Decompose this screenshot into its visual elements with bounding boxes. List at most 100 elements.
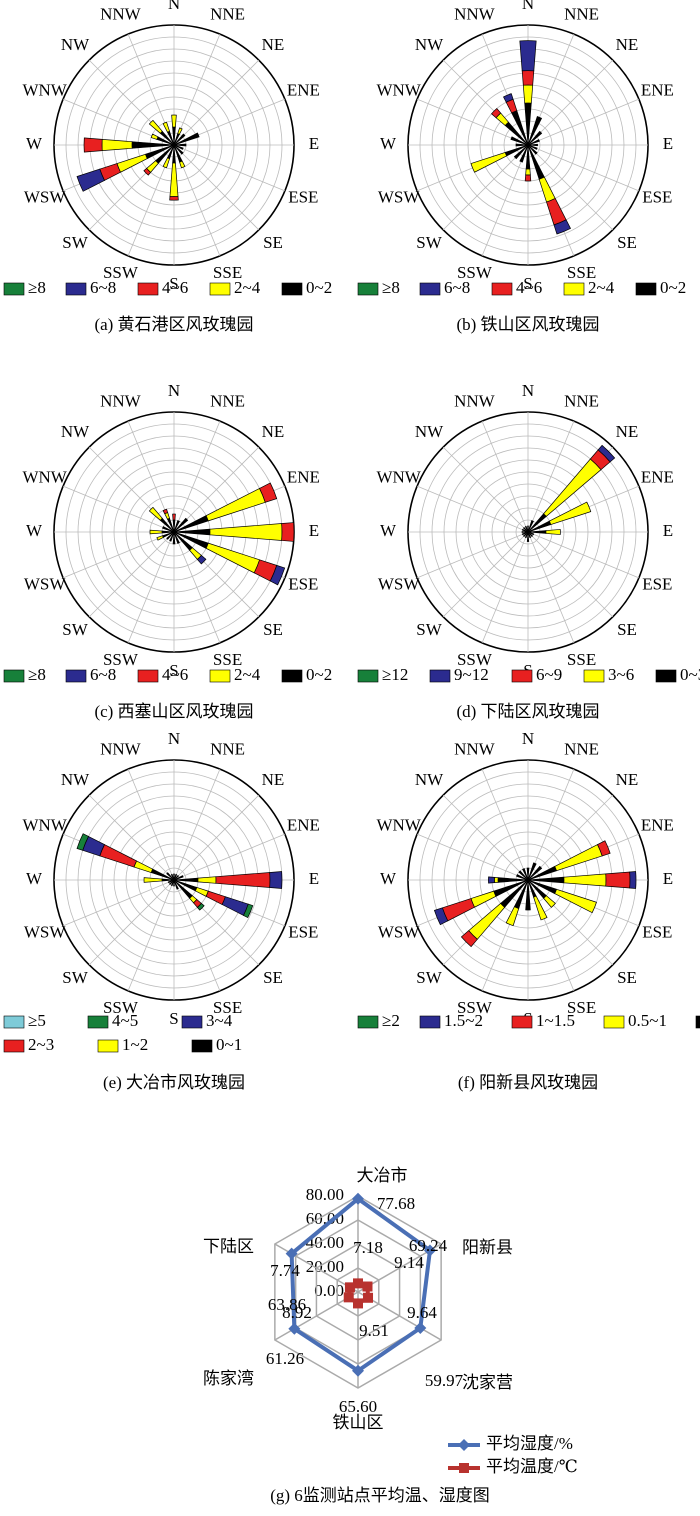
value-label: 65.60 — [339, 1397, 377, 1416]
wind-bar — [505, 906, 520, 927]
legend-label: ≥8 — [28, 278, 46, 297]
legend-label: 0~2 — [306, 665, 332, 684]
wind-bar — [173, 531, 180, 544]
legend-label: ≥5 — [28, 1011, 46, 1030]
wind-bar — [527, 865, 543, 881]
legend-label: 4~6 — [516, 278, 542, 297]
spoke — [481, 531, 529, 644]
wind-bar — [269, 871, 283, 889]
direction-label: NE — [616, 35, 639, 54]
spoke — [481, 420, 529, 533]
spoke — [442, 531, 529, 618]
legend-swatch — [357, 1015, 379, 1029]
wind-bar — [597, 444, 616, 463]
direction-label: SSW — [103, 650, 139, 669]
r-tick-label: 0.00 — [314, 1281, 344, 1300]
caption: (c) 西塞山区风玫瑰园 — [94, 702, 253, 721]
direction-label: WSW — [24, 574, 67, 593]
wind-bar — [545, 529, 561, 535]
direction-label: S — [169, 274, 178, 293]
direction-label: E — [309, 521, 319, 540]
wind-bar — [143, 167, 152, 176]
direction-label: NW — [415, 35, 444, 54]
wind-bar — [548, 501, 592, 526]
caption: (g) 6监测站点平均温、湿度图 — [270, 1486, 490, 1505]
wind-bar — [527, 139, 540, 146]
wind-bar — [205, 890, 226, 905]
legend-swatch — [191, 1039, 213, 1053]
legend-label: ≥8 — [382, 278, 400, 297]
wind-bar — [166, 872, 175, 881]
direction-label: SSW — [457, 263, 493, 282]
wind-bar — [526, 531, 530, 542]
legend-swatch — [97, 1039, 119, 1053]
direction-label: SSW — [103, 998, 139, 1017]
wind-bar — [433, 907, 449, 926]
direction-label: SSE — [567, 263, 596, 282]
spoke — [527, 531, 614, 618]
wind-bar — [221, 896, 249, 916]
wind-bar — [503, 93, 514, 103]
legend-label: 6~9 — [536, 665, 562, 684]
wind-bar — [173, 144, 184, 155]
direction-label: SE — [263, 233, 283, 252]
wind-bar — [281, 522, 295, 542]
marker — [353, 1278, 363, 1289]
wind-bar — [524, 174, 532, 182]
wind-bar — [527, 531, 532, 539]
wind-bar — [169, 196, 179, 201]
legend-label: 6~8 — [90, 278, 116, 297]
legend-swatch — [655, 669, 677, 683]
wind-bar — [527, 862, 537, 881]
spoke — [416, 531, 529, 579]
direction-label: WNW — [22, 467, 67, 486]
direction-label: NNE — [210, 740, 245, 759]
direction-label: N — [168, 729, 180, 748]
wind-bar — [133, 860, 154, 874]
wind-bar — [488, 876, 495, 884]
spoke — [173, 794, 260, 881]
category-label: 下陆区 — [203, 1237, 254, 1256]
spoke — [88, 794, 175, 881]
direction-label: NE — [616, 770, 639, 789]
direction-label: NNW — [454, 5, 496, 24]
direction-label: WNW — [376, 467, 421, 486]
wind-bar — [173, 144, 184, 150]
wind-bar — [167, 879, 175, 884]
spoke — [527, 531, 575, 644]
spoke — [442, 794, 529, 881]
direction-label: N — [168, 381, 180, 400]
wind-bar — [491, 108, 502, 119]
direction-label: WSW — [378, 187, 421, 206]
direction-label: NW — [61, 422, 90, 441]
marker — [363, 1292, 374, 1303]
spoke — [173, 420, 221, 533]
wind-bar — [169, 162, 179, 197]
legend-swatch — [87, 1015, 109, 1029]
wind-bar — [148, 506, 163, 521]
direction-label: ENE — [641, 815, 674, 834]
wind-bar — [76, 833, 89, 851]
direction-label: NNW — [454, 392, 496, 411]
marker — [459, 1463, 469, 1473]
legend-label: 2~4 — [234, 665, 261, 684]
wind-bar — [525, 879, 531, 911]
legend-swatch — [3, 669, 25, 683]
direction-label: SSE — [567, 998, 596, 1017]
wind-bar — [524, 531, 529, 539]
direction-label: NNE — [564, 740, 599, 759]
direction-label: WNW — [22, 80, 67, 99]
legend-swatch — [419, 1015, 441, 1029]
value-label: 69.24 — [409, 1236, 448, 1255]
legend-swatch — [511, 669, 533, 683]
wind-bar — [173, 133, 186, 146]
legend-label: 2~3 — [28, 1035, 54, 1054]
wind-bar — [173, 132, 200, 146]
direction-label: N — [168, 0, 180, 13]
direction-label: SSE — [213, 998, 242, 1017]
spoke — [173, 33, 221, 146]
wind-bar — [460, 930, 478, 948]
direction-label: NW — [61, 35, 90, 54]
wind-bar — [538, 176, 556, 203]
